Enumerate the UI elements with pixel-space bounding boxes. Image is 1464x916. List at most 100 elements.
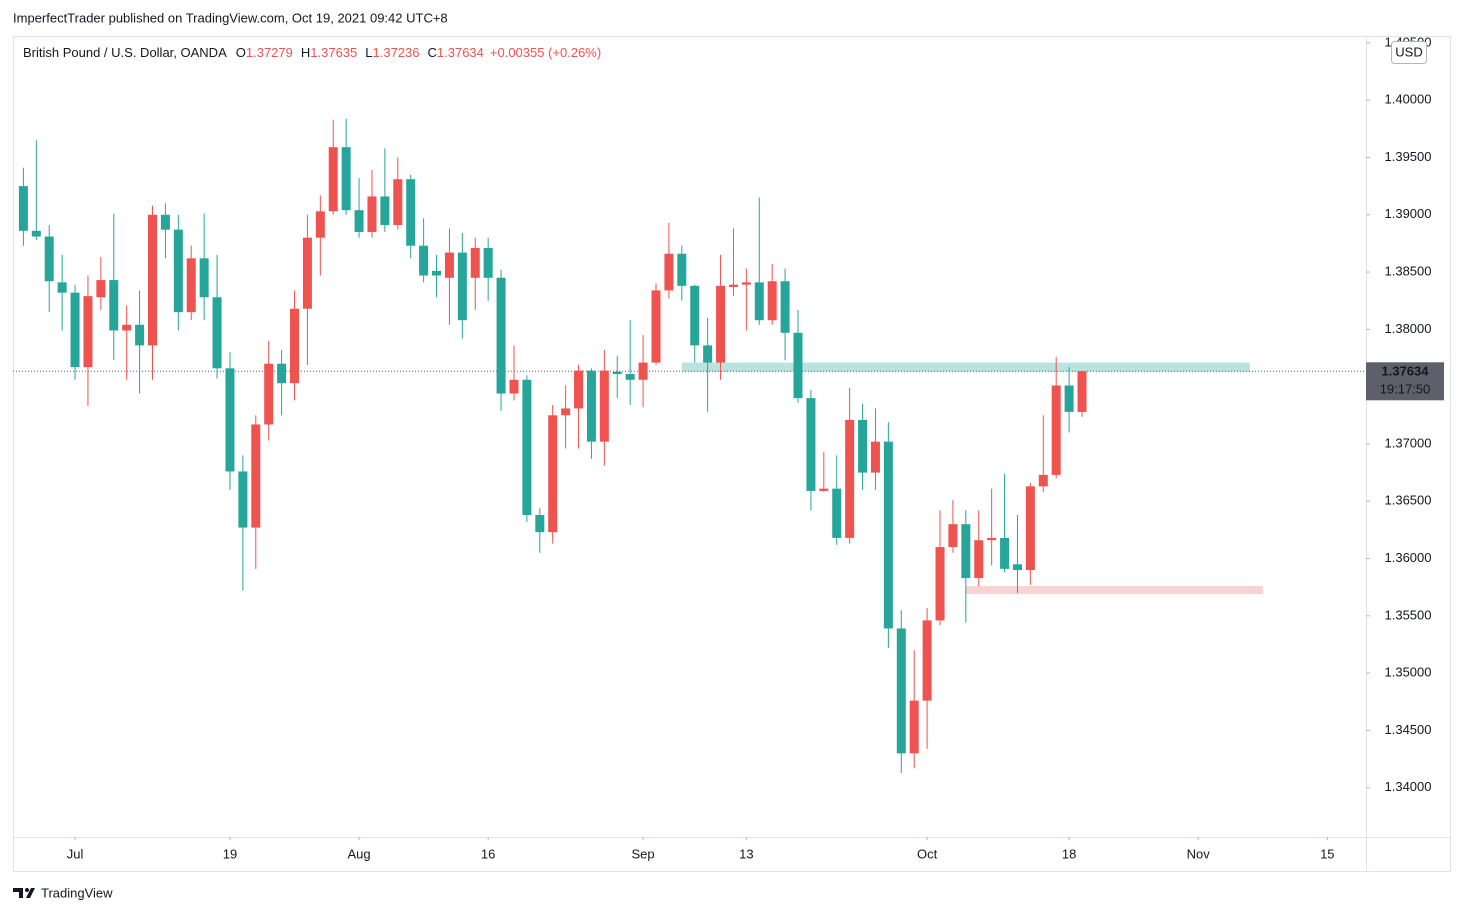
- plot-area: [13, 118, 1366, 773]
- candle-body: [315, 211, 325, 238]
- candle-body: [870, 441, 880, 473]
- candle-body: [690, 285, 700, 346]
- candle-body: [380, 196, 390, 226]
- candle-body: [767, 281, 777, 321]
- last-price-box: [1366, 362, 1444, 401]
- candle-body: [716, 285, 726, 363]
- change: +0.00355 (+0.26%): [490, 45, 601, 60]
- candle-body: [444, 252, 454, 278]
- x-tick-label: Nov: [1187, 846, 1211, 861]
- x-tick-label: Jul: [67, 846, 84, 861]
- candle-body: [457, 252, 467, 321]
- chart-frame: [13, 36, 1451, 872]
- candle-body: [470, 247, 480, 278]
- watermark: TradingView: [41, 885, 113, 900]
- candle-body: [677, 253, 687, 286]
- candle-body: [70, 292, 80, 368]
- y-tick-label: 1.38000: [1385, 321, 1432, 336]
- candle-body: [277, 363, 287, 384]
- currency: USD: [1395, 44, 1422, 59]
- candle-body: [987, 537, 997, 541]
- candle-body: [819, 488, 829, 491]
- candle-body: [754, 282, 764, 321]
- candle-body: [522, 379, 532, 515]
- watermark-logo: [13, 888, 35, 898]
- candle-body: [922, 620, 932, 701]
- candle-body: [1038, 474, 1048, 487]
- candle-body: [896, 628, 906, 754]
- candle-body: [18, 186, 28, 231]
- candle-body: [199, 258, 209, 298]
- x-tick-label: 13: [739, 846, 753, 861]
- candle-body: [160, 214, 170, 230]
- candle-body: [625, 374, 635, 380]
- candle-body: [393, 179, 403, 226]
- legend-header: British Pound / U.S. Dollar, OANDA O1.372…: [23, 45, 601, 60]
- currency-box: [1391, 41, 1427, 64]
- x-tick-label: 16: [481, 846, 495, 861]
- candle-body: [251, 424, 261, 528]
- candle-body: [793, 332, 803, 399]
- candle-body: [328, 147, 338, 212]
- candle-body: [83, 296, 93, 368]
- candle-body: [961, 524, 971, 579]
- candle-body: [780, 281, 790, 333]
- attribution: ImperfectTrader published on TradingView…: [13, 10, 448, 25]
- candle-body: [96, 280, 106, 298]
- ohlc-label: C: [428, 45, 437, 60]
- candle-body: [302, 237, 312, 309]
- candle-body: [832, 488, 842, 538]
- candle-body: [173, 229, 183, 313]
- candle-body: [1025, 486, 1035, 570]
- candle-body: [109, 280, 119, 331]
- candle-body: [354, 210, 364, 232]
- y-tick-label: 1.37000: [1385, 435, 1432, 450]
- candle-body: [909, 700, 919, 754]
- candle-body: [148, 214, 157, 346]
- candle-body: [586, 370, 596, 442]
- candle-body: [31, 230, 41, 237]
- candle-body: [741, 282, 751, 285]
- candle-body: [238, 471, 248, 528]
- y-tick-label: 1.36000: [1385, 550, 1432, 565]
- scales: 1.34000 1.34500 1.35000 1.35500 1.36000 1.365…: [67, 34, 1444, 861]
- zone: [965, 586, 1263, 595]
- ohlc-label: H: [301, 45, 310, 60]
- candle-body: [509, 379, 519, 394]
- x-tick-label: Oct: [917, 846, 938, 861]
- x-tick-label: Sep: [632, 846, 655, 861]
- x-tick-label: 18: [1062, 846, 1076, 861]
- candle-body: [638, 362, 648, 380]
- candle-body: [406, 179, 416, 246]
- y-tick-label: 1.39500: [1385, 149, 1432, 164]
- candle-body: [935, 547, 945, 621]
- candle-body: [1064, 385, 1074, 412]
- candle-body: [883, 441, 893, 629]
- candle-body: [264, 363, 274, 425]
- y-tick-label: 1.34500: [1385, 722, 1432, 737]
- candle-body: [1000, 537, 1010, 569]
- candle-body: [535, 514, 545, 533]
- candle-body: [341, 147, 351, 211]
- y-tick-label: 1.36500: [1385, 493, 1432, 508]
- y-tick-label: 1.38500: [1385, 263, 1432, 278]
- candle-body: [57, 282, 67, 293]
- y-tick-label: 1.35500: [1385, 607, 1432, 622]
- candle-body: [186, 258, 196, 313]
- countdown: 19:17:50: [1380, 382, 1431, 397]
- x-tick-label: Aug: [347, 846, 370, 861]
- candle-body: [483, 247, 493, 278]
- ohlc-label: L: [365, 45, 372, 60]
- candle-body: [135, 324, 145, 346]
- candle-body: [664, 253, 674, 291]
- candle-body: [728, 284, 738, 287]
- ohlc-value: 1.37634: [437, 45, 484, 60]
- last-price-label: 1.37634: [1382, 364, 1430, 379]
- ohlc-value: 1.37236: [373, 45, 420, 60]
- y-tick-label: 1.39000: [1385, 206, 1432, 221]
- zone: [681, 362, 1250, 372]
- x-tick-label: 15: [1320, 846, 1334, 861]
- candle-body: [432, 270, 442, 276]
